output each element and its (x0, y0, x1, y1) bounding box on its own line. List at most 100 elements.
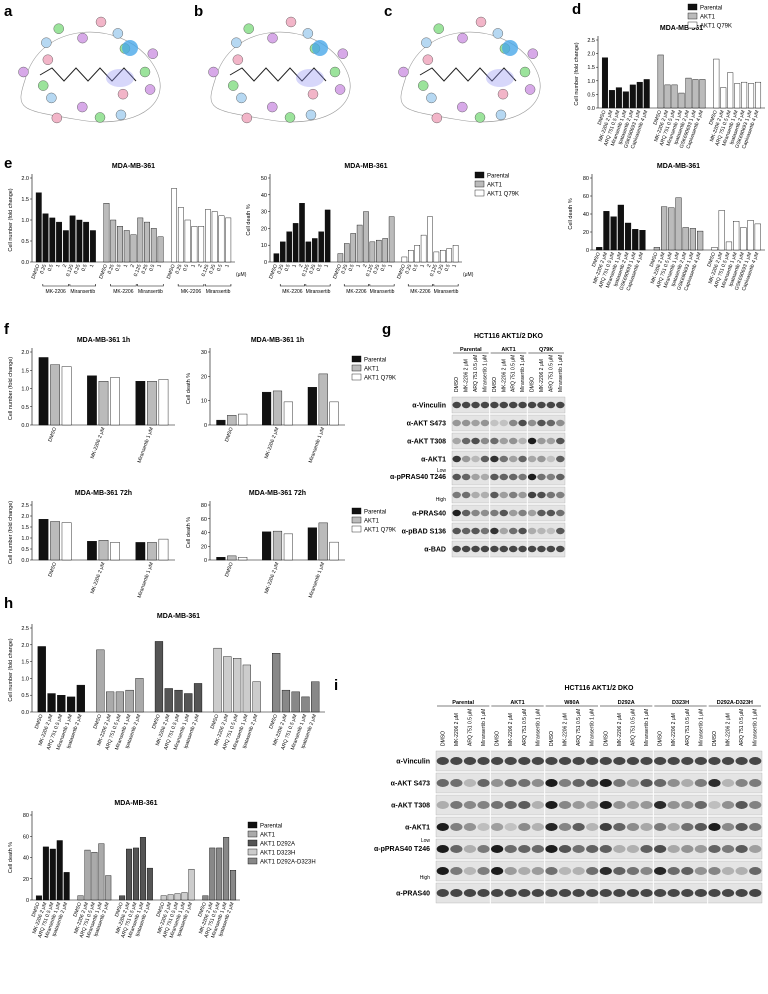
legend-swatch (247, 839, 258, 847)
bar (622, 91, 629, 109)
residue (95, 16, 107, 28)
band (572, 889, 585, 897)
band (613, 757, 626, 765)
x-tick-label: DMSO (597, 110, 608, 126)
band (654, 845, 667, 853)
y-tick-label: 40 (201, 531, 207, 537)
x-tick-label: 1 (452, 263, 459, 268)
x-tick-label: DMSO (72, 902, 83, 918)
residue (267, 32, 278, 44)
band (556, 545, 565, 553)
band (480, 437, 490, 445)
x-tick-label: MK-2206 2 μM (264, 427, 281, 460)
bar (433, 251, 440, 263)
x-tick-label: Miransertib 1 μM (137, 427, 155, 464)
band (708, 757, 721, 765)
band (527, 437, 537, 445)
bracket-label: Miransertib (206, 289, 231, 295)
band (667, 823, 680, 831)
bar (171, 188, 178, 263)
band (463, 845, 477, 853)
bar (639, 229, 646, 251)
bar (311, 681, 320, 713)
group-label: D323H (672, 700, 689, 706)
band (599, 845, 612, 853)
band (480, 491, 490, 499)
y-tick-label: 1.5 (21, 368, 29, 374)
x-tick-label: 0.25 (308, 263, 317, 274)
bar (740, 227, 747, 251)
lane-label: Miransertib 1 μM (590, 709, 596, 746)
band (546, 491, 556, 499)
band (527, 509, 537, 517)
band (480, 545, 490, 553)
x-tick-label: DMSO (31, 902, 42, 918)
blot-strip (451, 540, 566, 558)
band (556, 509, 565, 517)
lane-label: MK-2206 2 μM (454, 713, 460, 746)
row-label: α-Vinculin (412, 403, 446, 410)
solvent-blob (312, 40, 328, 56)
bar (329, 541, 339, 561)
band (508, 419, 518, 427)
hydrophobic-shade (486, 69, 514, 87)
unit-label: (μM) (463, 272, 474, 278)
band (463, 889, 477, 897)
band (450, 779, 463, 787)
group-label: D292A-D323H (717, 700, 753, 706)
bar (446, 248, 452, 263)
x-tick-label: DMSO (156, 902, 167, 918)
band (545, 801, 558, 809)
bar (678, 92, 685, 109)
y-tick-label: 0 (204, 558, 207, 564)
legend-swatch (687, 3, 698, 11)
lane-label: ARQ 751 0.5 μM (522, 709, 528, 746)
legend-swatch (474, 171, 485, 179)
x-tick-label: 0.125 (133, 263, 143, 277)
x-tick-label: 0.25 (174, 263, 183, 274)
x-tick-label: 2 (129, 263, 136, 268)
bar (376, 239, 382, 263)
lane-label: MK-2206 2 μM (508, 713, 514, 746)
band (708, 779, 721, 787)
bar (624, 222, 632, 251)
band (499, 455, 509, 463)
y-tick-label: 80 (23, 813, 29, 819)
panel-letter: g (382, 321, 391, 338)
y-tick-label: 2.5 (21, 626, 29, 632)
band (477, 801, 490, 809)
group-label: Parental (452, 700, 474, 706)
residue (527, 48, 538, 59)
band (491, 823, 504, 831)
bar (66, 696, 76, 713)
lane-label: ARQ 751 0.5 μM (511, 355, 517, 392)
band (556, 491, 565, 499)
bar (147, 542, 157, 561)
bar (369, 241, 376, 263)
legend-label: AKT1 (364, 367, 380, 373)
band (527, 455, 537, 463)
bar (76, 219, 83, 263)
band (749, 867, 762, 875)
chart-title: MDA-MB-361 (660, 25, 703, 32)
bar (711, 247, 718, 251)
band (480, 401, 490, 409)
x-tick-label: 0.25 (276, 263, 285, 274)
x-tick-label: DMSO (396, 264, 407, 280)
x-tick-label: 0.25 (73, 263, 82, 274)
band (518, 455, 527, 463)
legend-label: AKT1 (260, 833, 276, 839)
band (518, 545, 527, 553)
x-tick-label: Miransertib 1 μM (308, 427, 326, 464)
ligand (419, 67, 517, 82)
band (599, 779, 612, 787)
y-tick-label: 60 (583, 194, 589, 200)
bar (301, 696, 310, 713)
band (491, 845, 504, 853)
band (546, 545, 556, 553)
bar (661, 206, 668, 251)
legend-label: Parental (487, 174, 509, 180)
band (461, 437, 471, 445)
band (463, 823, 477, 831)
x-tick-label: 0.25 (436, 263, 445, 274)
